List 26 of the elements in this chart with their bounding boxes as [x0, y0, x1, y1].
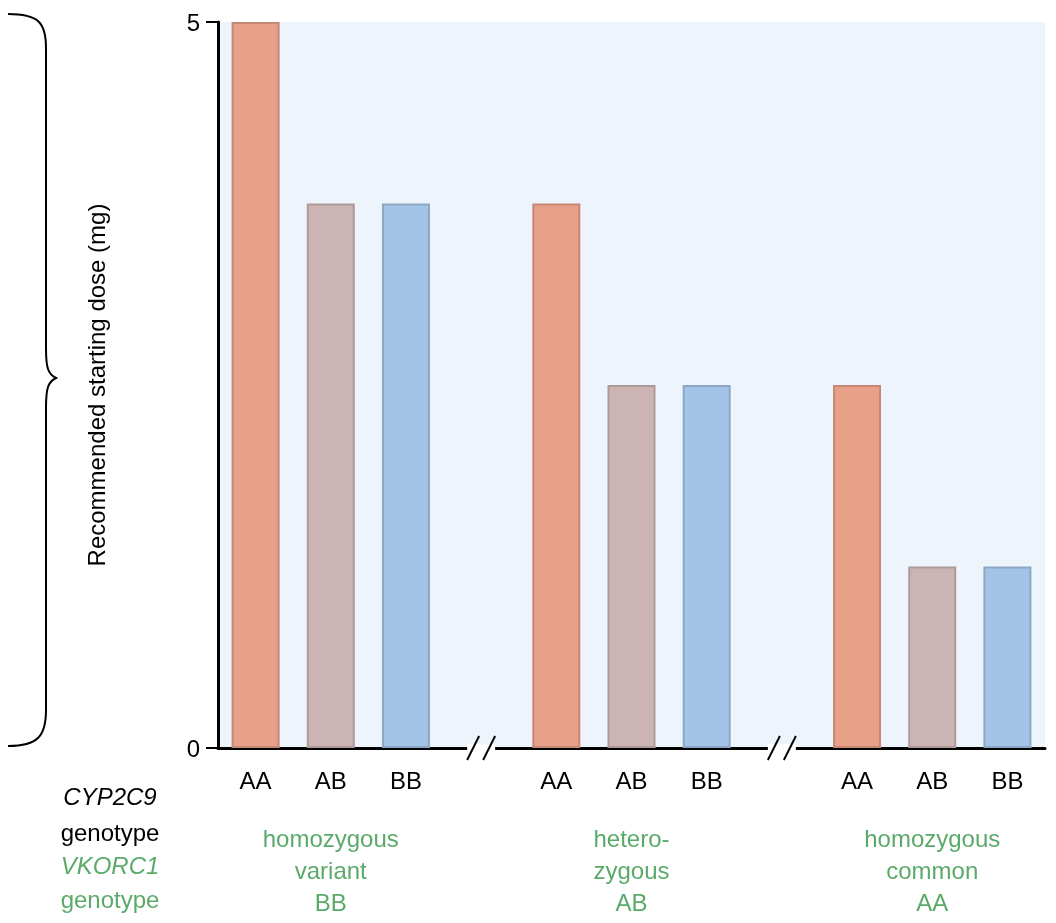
x-tick-label: AB	[615, 766, 648, 794]
bar	[381, 203, 430, 748]
x-tick-label: BB	[389, 766, 422, 794]
x-tick-label: BB	[991, 766, 1024, 794]
bar	[231, 22, 280, 748]
text: hetero- zygous AB	[593, 824, 670, 916]
bar	[532, 203, 581, 748]
y-axis-title: Recommended starting dose (mg)	[82, 203, 110, 567]
y-tick-label: 5	[186, 8, 200, 36]
bar	[682, 385, 731, 748]
x-tick-label: AA	[841, 766, 874, 794]
bar	[908, 566, 957, 748]
x-tick-label: AA	[239, 766, 272, 794]
bar	[306, 203, 355, 748]
bar	[607, 385, 656, 748]
bar	[833, 385, 882, 748]
text: homozygous common AA	[864, 824, 1001, 916]
x-tick-label: AB	[314, 766, 347, 794]
x-axis-title: CYP2C9 genotype	[60, 782, 160, 846]
x-tick-label: BB	[690, 766, 723, 794]
x-tick-label: AA	[540, 766, 573, 794]
bar	[983, 566, 1032, 748]
y-tick-label: 0	[186, 734, 200, 762]
text: VKORC1 genotype	[60, 851, 160, 913]
x-tick-label: AB	[916, 766, 949, 794]
text: homozygous variant BB	[262, 824, 399, 916]
